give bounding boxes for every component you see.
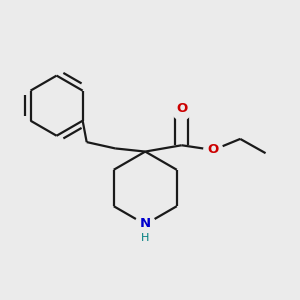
Text: O: O	[208, 143, 219, 157]
Text: H: H	[141, 233, 149, 243]
Circle shape	[172, 101, 191, 120]
Text: N: N	[140, 217, 151, 230]
Text: O: O	[176, 102, 187, 115]
Circle shape	[135, 214, 155, 235]
Circle shape	[204, 140, 223, 160]
